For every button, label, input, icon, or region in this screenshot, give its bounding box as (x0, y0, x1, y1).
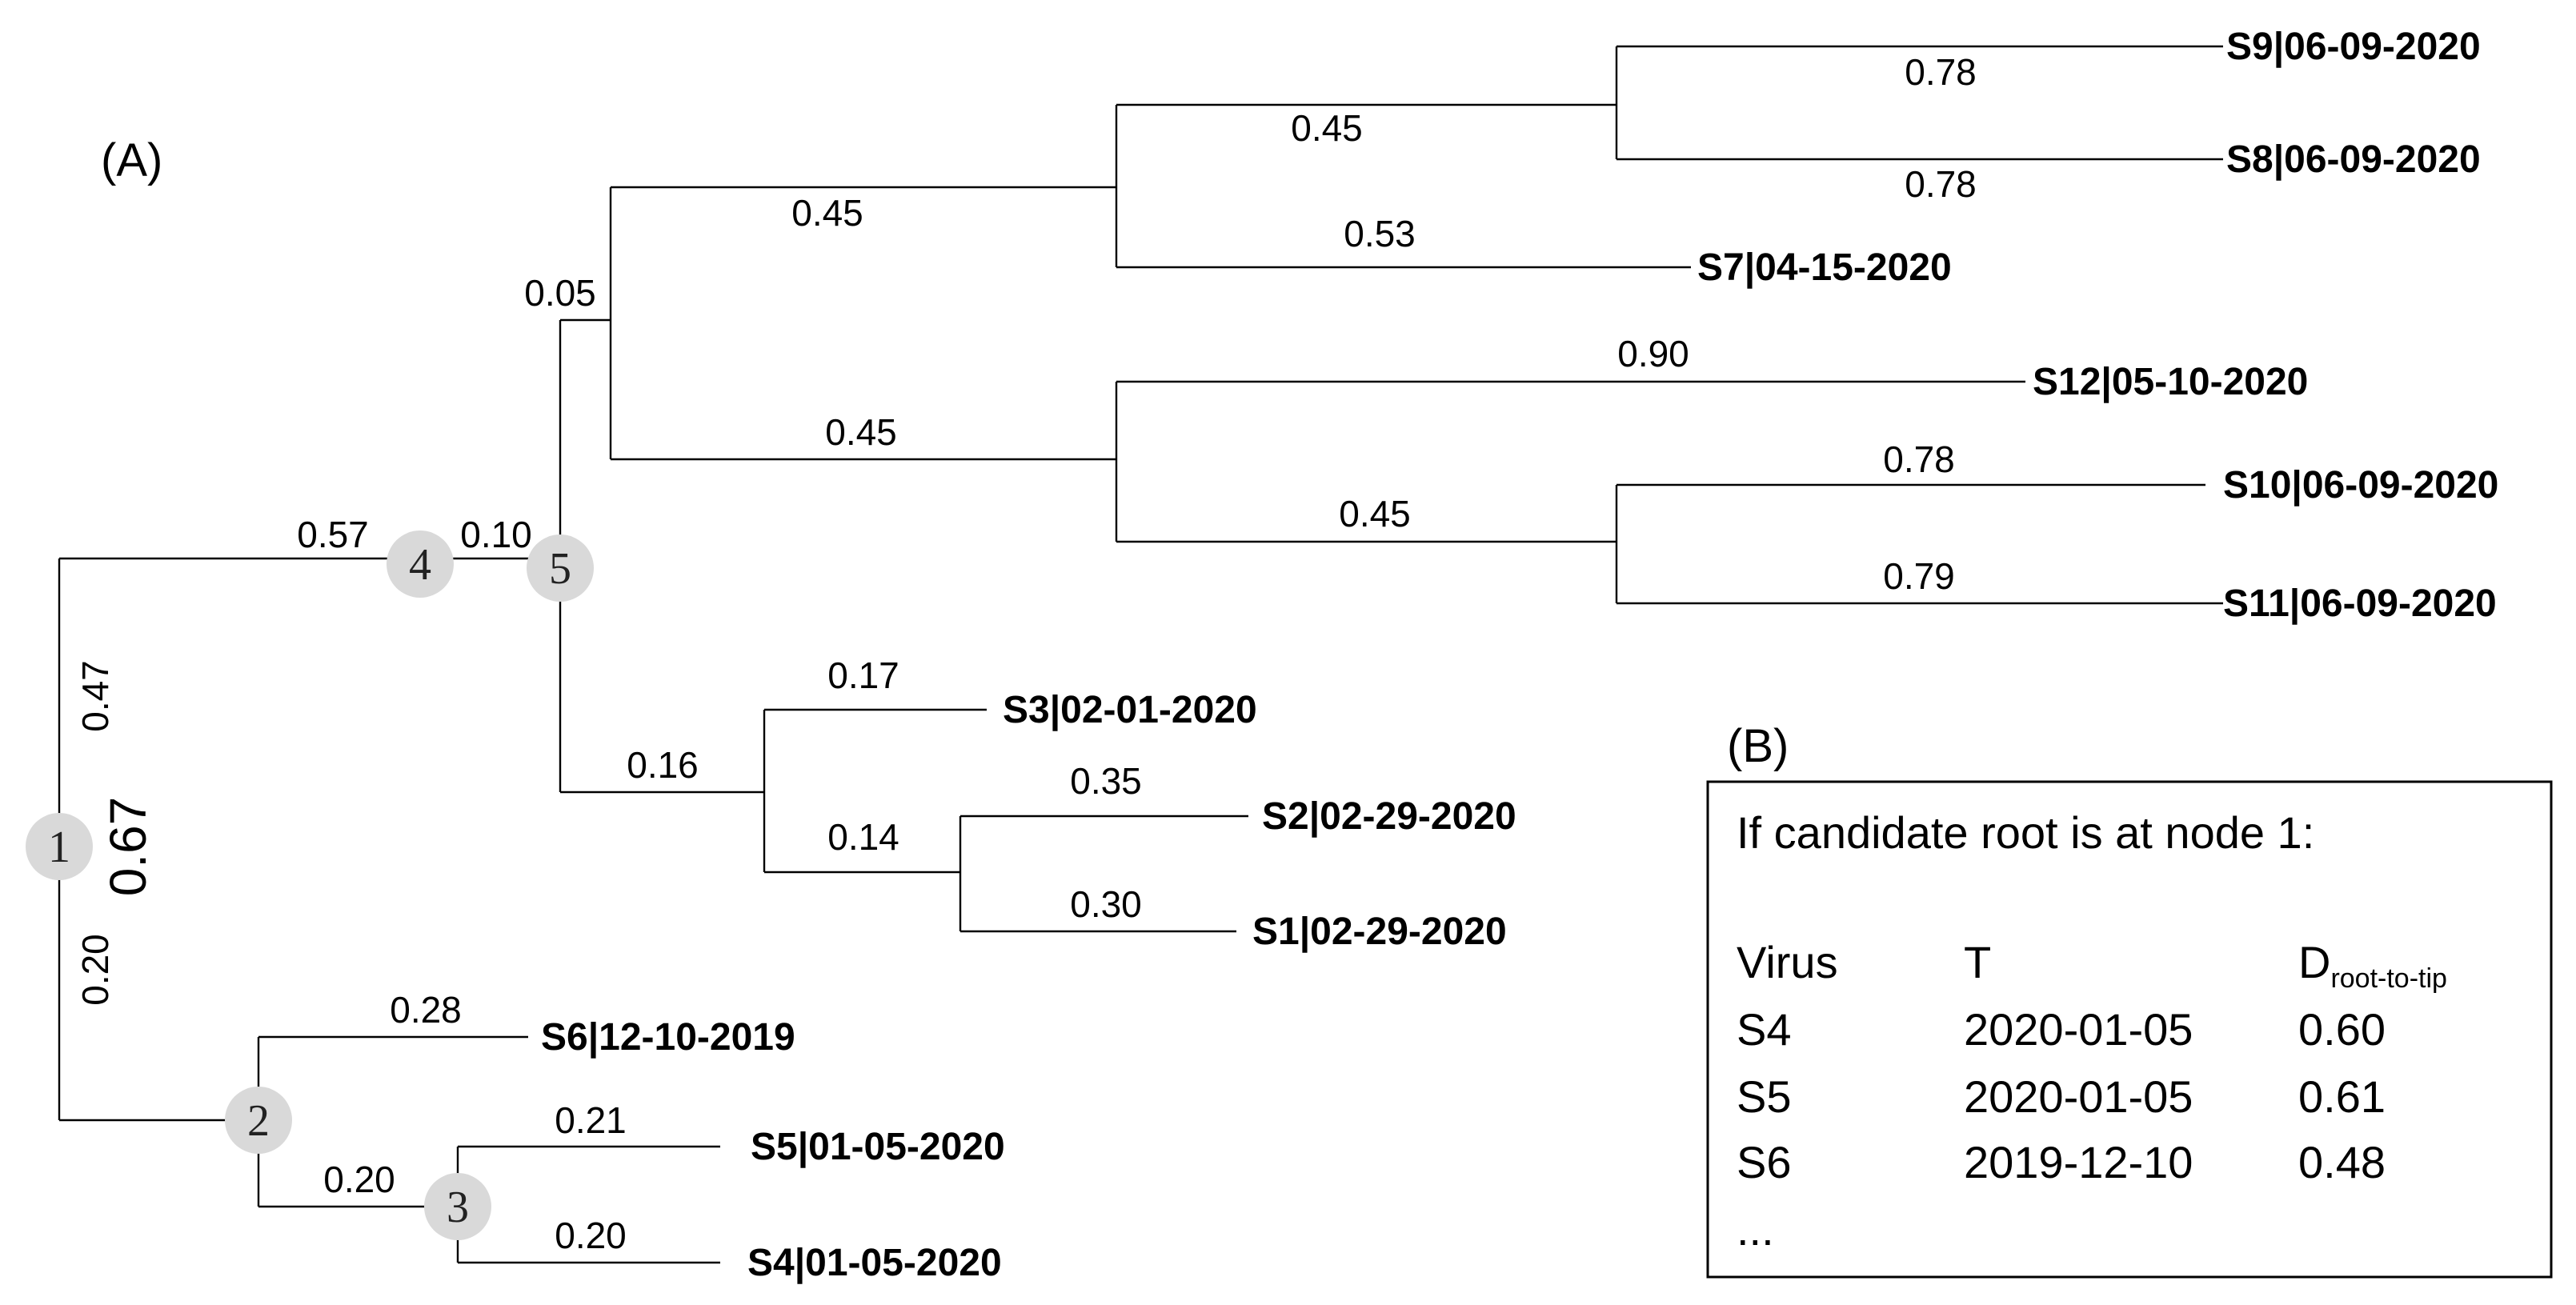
tree-nodes: 1 2 3 4 5 (26, 530, 594, 1240)
blen-s1-s2-clade: 0.14 (827, 816, 899, 858)
table-cell-virus: S5 (1737, 1071, 1792, 1122)
tip-label-s8: S8|06-09-2020 (2226, 138, 2481, 181)
blen-s7: 0.53 (1344, 213, 1416, 254)
node-1-label: 1 (48, 823, 70, 872)
blen-s12: 0.90 (1617, 333, 1689, 374)
blen-s1: 0.30 (1070, 883, 1142, 925)
table-cell-d: 0.48 (2298, 1137, 2386, 1187)
table-cell-t: 2020-01-05 (1964, 1071, 2193, 1122)
blen-s11: 0.79 (1883, 555, 1955, 597)
table-header-virus: Virus (1737, 937, 1838, 987)
blen-n5-up: 0.05 (524, 272, 596, 314)
blen-s6: 0.28 (390, 989, 462, 1031)
tip-label-s5: S5|01-05-2020 (751, 1126, 1005, 1168)
node-2: 2 (225, 1087, 292, 1154)
node-3: 3 (424, 1173, 491, 1240)
table-header-d-main: D (2298, 937, 2330, 987)
blen-n4-n5: 0.10 (460, 514, 532, 555)
tip-label-s4: S4|01-05-2020 (747, 1242, 1002, 1284)
blen-n4-left: 0.57 (297, 514, 369, 555)
blen-s9: 0.78 (1905, 51, 1977, 93)
node-4: 4 (387, 530, 454, 598)
table-header-t: T (1964, 937, 1991, 987)
tip-label-s1: S1|02-29-2020 (1252, 911, 1507, 953)
table-header-d: Droot-to-tip (2298, 937, 2447, 994)
node-1: 1 (26, 813, 93, 880)
tip-label-s11: S11|06-09-2020 (2223, 582, 2497, 625)
blen-s9-s8-clade: 0.45 (1291, 107, 1363, 149)
table-box (1706, 780, 2553, 1279)
node-5: 5 (527, 534, 594, 602)
blen-n1-n2: 0.20 (74, 934, 116, 1006)
node-2-label: 2 (247, 1096, 270, 1146)
tip-labels: S9|06-09-2020 S8|06-09-2020 S7|04-15-202… (541, 26, 2498, 1284)
blen-upper-clade: 0.45 (791, 192, 863, 234)
tip-label-s7: S7|04-15-2020 (1697, 246, 1952, 289)
blen-s4: 0.20 (555, 1215, 627, 1256)
tip-label-s3: S3|02-01-2020 (1003, 689, 1257, 731)
node-4-label: 4 (409, 540, 431, 590)
tip-label-s6: S6|12-10-2019 (541, 1016, 795, 1059)
blen-s5: 0.21 (555, 1099, 627, 1141)
blen-root-total: 0.67 (99, 797, 157, 897)
blen-s2: 0.35 (1070, 760, 1142, 802)
tree-branches (58, 45, 2223, 1264)
blen-n5-down: 0.16 (627, 744, 699, 786)
node-5-label: 5 (549, 544, 571, 594)
blen-s10-11-clade: 0.45 (1339, 493, 1411, 534)
node-3-label: 3 (447, 1183, 469, 1232)
branch-length-labels: 0.47 0.20 0.67 0.57 0.10 0.05 0.45 0.45 … (74, 51, 1977, 1256)
table-header-d-sub: root-to-tip (2330, 963, 2447, 994)
table-cell-t: 2020-01-05 (1964, 1004, 2193, 1055)
table-cell-t: 2019-12-10 (1964, 1137, 2193, 1187)
blen-lower-clade: 0.45 (825, 411, 897, 453)
tip-label-s2: S2|02-29-2020 (1262, 795, 1516, 838)
blen-s10: 0.78 (1883, 438, 1955, 480)
tip-label-s9: S9|06-09-2020 (2226, 26, 2481, 68)
tip-label-s10: S10|06-09-2020 (2223, 464, 2498, 506)
table-cell-d: 0.60 (2298, 1004, 2386, 1055)
blen-s3: 0.17 (827, 655, 899, 696)
panel-a-label: (A) (101, 134, 162, 186)
table-heading: If candidate root is at node 1: (1737, 807, 2314, 858)
root-to-tip-table: If candidate root is at node 1: Virus T … (1706, 780, 2553, 1279)
table-ellipsis: ... (1737, 1204, 1774, 1255)
table-cell-d: 0.61 (2298, 1071, 2386, 1122)
panel-b-label: (B) (1727, 720, 1789, 772)
table-cell-virus: S4 (1737, 1004, 1792, 1055)
blen-n2-n3: 0.20 (323, 1159, 395, 1200)
tip-label-s12: S12|05-10-2020 (2033, 361, 2308, 403)
table-cell-virus: S6 (1737, 1137, 1792, 1187)
blen-n1-n4: 0.47 (74, 660, 116, 732)
blen-s8: 0.78 (1905, 163, 1977, 205)
